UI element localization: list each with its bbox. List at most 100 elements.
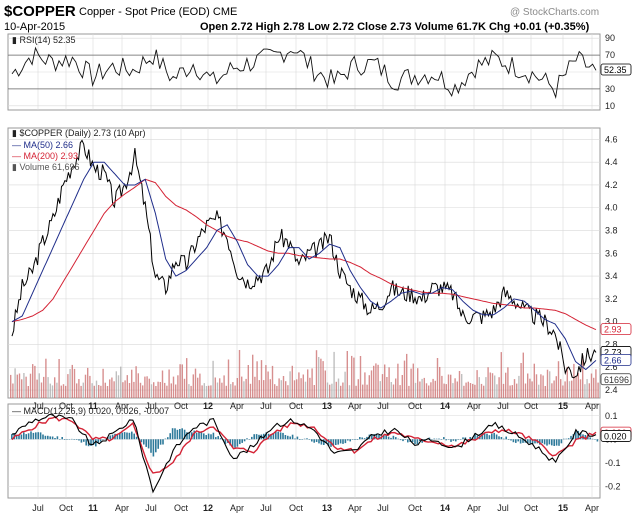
volume-bar (23, 373, 25, 398)
volume-bar (269, 379, 271, 398)
volume-bar (131, 369, 133, 398)
volume-bar (282, 376, 285, 398)
macd-histogram-bar (311, 439, 313, 442)
volume-bar (505, 372, 507, 398)
macd-histogram-bar (450, 439, 452, 442)
volume-bar (87, 367, 89, 398)
volume-bar (377, 364, 379, 398)
volume-bar (366, 384, 368, 398)
macd-histogram-bar (215, 437, 217, 440)
macd-histogram-bar (186, 432, 188, 440)
macd-histogram-bar (111, 434, 114, 440)
macd-histogram-bar (198, 432, 200, 440)
volume-bar (368, 375, 370, 398)
volume-bar (524, 383, 527, 398)
macd-histogram-bar (551, 439, 553, 446)
macd-histogram-bar (455, 439, 457, 442)
volume-bar (67, 374, 69, 398)
volume-bar (170, 383, 172, 398)
macd-histogram-bar (35, 432, 37, 440)
volume-bar (511, 385, 513, 398)
volume-bar (21, 379, 23, 398)
macd-histogram-bar (123, 432, 126, 440)
volume-bar (175, 384, 177, 398)
y-tick-label: 0.1 (605, 411, 618, 421)
volume-bar (51, 385, 54, 398)
macd-value-box (600, 430, 632, 442)
macd-histogram-bar (66, 439, 68, 440)
volume-bar (472, 383, 474, 398)
volume-bar (287, 385, 289, 398)
ticker-symbol[interactable]: $COPPER (4, 3, 76, 20)
volume-legend: ▮ Volume 61,696 (12, 162, 80, 172)
ma50-last-value: 2.66 (604, 355, 622, 365)
volume-bar (432, 378, 434, 398)
macd-histogram-bar (289, 436, 291, 440)
macd-histogram-bar (133, 433, 135, 440)
volume-bar (593, 377, 595, 398)
macd-x-tick-label: Apr (467, 503, 481, 513)
macd-histogram-bar (445, 439, 447, 441)
volume-bar (421, 378, 423, 398)
macd-histogram-bar (493, 432, 495, 440)
y-tick-label: 2.4 (605, 385, 618, 395)
volume-bar (179, 364, 181, 398)
volume-bar (252, 354, 254, 398)
volume-bar (58, 359, 60, 398)
macd-histogram-bar (263, 433, 265, 440)
macd-histogram-bar (239, 439, 241, 445)
volume-bar (56, 382, 58, 398)
macd-histogram-bar (25, 434, 27, 440)
volume-bar (443, 383, 445, 398)
volume-bar (467, 381, 469, 398)
volume-bar (392, 384, 395, 398)
macd-histogram-bar (85, 439, 87, 446)
macd-histogram-bar (54, 438, 56, 440)
volume-bar (507, 367, 509, 398)
volume-bar (353, 357, 355, 398)
volume-bar (236, 378, 238, 398)
y-tick-label: 90 (605, 33, 615, 43)
macd-histogram-bar (315, 439, 318, 442)
volume-bar (80, 385, 82, 398)
volume-bar (375, 363, 377, 398)
volume-bar (34, 365, 36, 398)
volume-bar (410, 368, 412, 398)
macd-value: 0.020 (604, 431, 627, 441)
volume-bar (509, 385, 511, 398)
volume-bar (403, 360, 406, 398)
macd-histogram-bar (517, 439, 519, 442)
macd-histogram-bar (207, 433, 210, 440)
ma200-line (11, 178, 597, 331)
volume-bar (254, 376, 256, 398)
volume-bar (216, 382, 219, 398)
macd-histogram-bar (488, 435, 491, 440)
macd-histogram-bar (174, 428, 176, 440)
volume-bar (588, 383, 590, 398)
volume-bar (379, 381, 381, 398)
rsi-legend: ▮ RSI(14) 52.35 (12, 35, 75, 45)
macd-histogram-bar (291, 434, 294, 440)
volume-bar (14, 368, 16, 398)
volume-bar (568, 381, 571, 398)
macd-histogram-bar (366, 436, 368, 440)
volume-bar (373, 365, 375, 398)
macd-histogram-bar (387, 436, 390, 440)
volume-bar (109, 379, 111, 398)
volume-bar (544, 386, 546, 398)
price-x-tick-label: Oct (174, 401, 189, 411)
volume-bar (419, 381, 421, 398)
volume-bar (476, 370, 478, 398)
volume-bar (452, 383, 454, 398)
macd-histogram-bar (143, 439, 145, 445)
price-x-tick-label: Jul (497, 401, 509, 411)
volume-bar (362, 384, 364, 398)
y-tick-label: 30 (605, 84, 615, 94)
volume-bar (553, 380, 555, 398)
macd-histogram-bar (229, 439, 231, 446)
price-x-tick-label: 15 (558, 401, 568, 411)
macd-histogram-bar (404, 439, 407, 440)
volume-bar (390, 382, 392, 398)
volume-bar (502, 383, 505, 398)
volume-bar (43, 376, 45, 398)
